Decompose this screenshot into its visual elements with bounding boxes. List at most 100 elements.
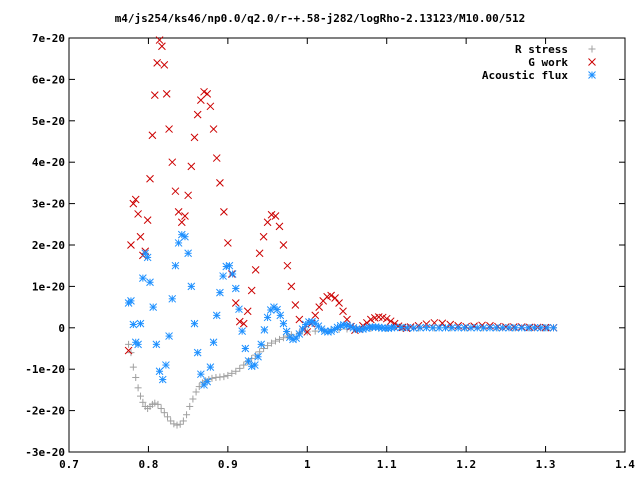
data-point	[187, 282, 196, 291]
data-point	[176, 420, 184, 428]
data-point	[129, 320, 138, 329]
data-point	[292, 334, 301, 343]
data-point	[162, 361, 170, 369]
data-point	[190, 133, 199, 142]
y-tick-label: -3e-20	[25, 446, 65, 459]
x-tick-label: 1.4	[615, 458, 635, 471]
data-point	[438, 319, 447, 328]
data-point	[162, 90, 171, 98]
y-tick-label: 0	[58, 322, 65, 335]
data-point	[240, 361, 248, 369]
data-point	[241, 344, 250, 353]
data-point	[124, 346, 133, 355]
data-point	[390, 323, 399, 332]
data-point	[238, 327, 247, 335]
data-point	[263, 218, 272, 227]
data-point	[150, 91, 159, 99]
y-tick-label: 1e-20	[32, 280, 65, 293]
data-point	[259, 232, 268, 241]
data-point	[486, 323, 494, 332]
data-point	[163, 413, 171, 421]
data-point	[131, 195, 140, 204]
data-point	[235, 305, 243, 314]
data-point	[220, 373, 228, 381]
x-tick-label: 0.7	[59, 458, 79, 471]
data-point	[167, 417, 175, 425]
data-point	[143, 253, 152, 262]
legend-marker	[588, 71, 596, 79]
data-point	[148, 131, 157, 140]
data-point	[257, 340, 266, 349]
data-point	[195, 383, 203, 391]
data-point	[295, 330, 304, 338]
data-point	[315, 303, 324, 311]
data-point	[209, 125, 218, 133]
data-point	[209, 338, 218, 347]
data-point	[339, 307, 347, 316]
data-point	[212, 154, 221, 162]
data-point	[460, 323, 469, 332]
x-tick-label: 1	[304, 458, 311, 471]
data-point	[279, 334, 287, 342]
data-point	[254, 352, 262, 361]
data-point	[543, 323, 552, 332]
data-point	[157, 405, 165, 413]
data-point	[416, 323, 424, 332]
data-point	[549, 323, 558, 332]
data-point	[303, 328, 312, 336]
data-point	[139, 398, 147, 406]
data-point	[181, 232, 189, 241]
data-point	[127, 297, 135, 305]
data-point	[536, 323, 545, 332]
data-point	[224, 371, 232, 379]
y-tick-label: 3e-20	[32, 198, 65, 211]
x-tick-label: 1.2	[456, 458, 476, 471]
data-point	[275, 335, 283, 343]
data-point	[186, 402, 194, 410]
data-point	[171, 187, 180, 196]
data-point	[165, 332, 173, 340]
data-point	[343, 315, 351, 324]
data-point	[382, 314, 391, 323]
data-point	[127, 241, 135, 249]
data-point	[505, 323, 513, 332]
data-point	[158, 375, 167, 384]
data-point	[327, 291, 335, 300]
data-point	[216, 288, 224, 297]
x-tick-label: 1.3	[536, 458, 556, 471]
data-point	[268, 339, 276, 347]
series-r-stress	[125, 324, 558, 429]
data-point	[192, 388, 200, 396]
data-point	[235, 317, 244, 326]
data-point	[473, 323, 482, 332]
x-tick-label: 0.9	[218, 458, 238, 471]
data-point	[160, 409, 168, 417]
y-tick-label: 4e-20	[32, 156, 65, 169]
data-point	[283, 261, 292, 270]
data-point	[143, 216, 152, 225]
data-point	[208, 374, 216, 382]
legend-label: G work	[528, 56, 568, 69]
data-point	[390, 319, 399, 328]
data-point	[272, 337, 280, 345]
data-point	[129, 199, 138, 208]
data-point	[170, 420, 178, 428]
data-point	[184, 191, 192, 200]
x-tick-label: 0.8	[138, 458, 158, 471]
data-point	[146, 278, 154, 287]
data-point	[173, 421, 181, 429]
data-point	[220, 208, 228, 216]
data-point	[428, 323, 437, 332]
legend-marker	[588, 45, 596, 53]
data-point	[251, 265, 260, 274]
data-point	[331, 294, 339, 302]
data-point	[149, 303, 158, 311]
data-point	[206, 102, 215, 111]
data-point	[171, 261, 180, 270]
data-point	[243, 307, 252, 316]
data-point	[174, 208, 183, 216]
data-point	[212, 311, 221, 320]
data-point	[454, 323, 463, 332]
data-point	[219, 272, 227, 280]
